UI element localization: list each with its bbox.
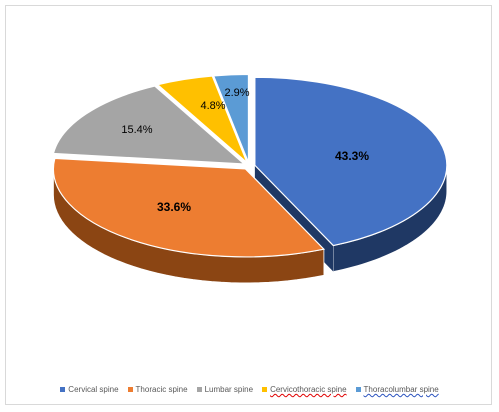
legend-item: Lumbar spine bbox=[196, 385, 254, 394]
pie-slice-lumbar-spine bbox=[52, 85, 246, 165]
data-label-cervical-spine: 43.3% bbox=[335, 149, 369, 163]
data-label-lumbar-spine: 15.4% bbox=[121, 124, 152, 136]
data-label-thoracic-spine: 33.6% bbox=[157, 200, 191, 214]
legend-item: Thoracic spine bbox=[127, 385, 188, 394]
legend-swatch bbox=[355, 387, 361, 392]
chart-area: 43.3% 33.6% 15.4% 4.8% 2.9% Cervical spine Th… bbox=[5, 5, 492, 405]
legend-item: Cervicothoracic spine bbox=[262, 385, 347, 394]
legend-swatch bbox=[196, 387, 202, 392]
legend-label: Lumbar spine bbox=[204, 385, 254, 394]
pie-slice-thoracic-spine bbox=[52, 157, 326, 258]
pie-slice-cervical-spine bbox=[254, 76, 448, 247]
legend-label: Thoracolumbar spine bbox=[363, 385, 439, 394]
data-label-cervicothoracic-spine: 4.8% bbox=[200, 100, 225, 112]
legend-label: Cervicothoracic spine bbox=[270, 385, 347, 394]
legend-swatch bbox=[60, 387, 66, 392]
legend-swatch bbox=[262, 387, 268, 392]
pie-chart: 43.3% 33.6% 15.4% 4.8%2.9% bbox=[52, 73, 448, 284]
legend-swatch bbox=[127, 387, 133, 392]
legend-label: Thoracic spine bbox=[135, 385, 188, 394]
pie-slice-cervicothoracic-spine bbox=[156, 75, 248, 164]
legend: Cervical spine Thoracic spine Lumbar spine… bbox=[6, 385, 493, 394]
legend-label: Cervical spine bbox=[68, 385, 119, 394]
legend-item: Cervical spine bbox=[60, 385, 119, 394]
pie-slice-thoracolumbar-spine bbox=[212, 73, 250, 163]
legend-item: Thoracolumbar spine bbox=[355, 385, 439, 394]
data-label-thoracolumbar-spine: 2.9% bbox=[224, 87, 249, 99]
